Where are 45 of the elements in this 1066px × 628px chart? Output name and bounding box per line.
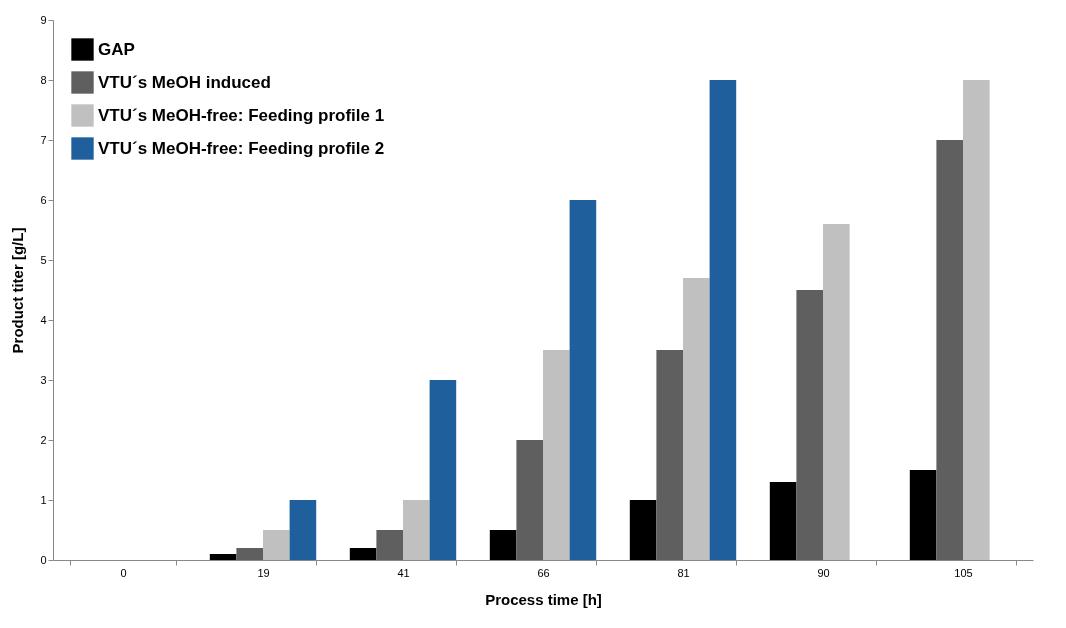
bar — [543, 350, 570, 560]
y-tick-label: 1 — [40, 493, 47, 506]
bar — [403, 500, 430, 560]
y-tick-label: 8 — [40, 73, 47, 86]
bar — [209, 554, 237, 560]
y-tick-label: 2 — [40, 433, 47, 446]
bar — [683, 278, 710, 560]
x-tick-label: 19 — [257, 566, 270, 579]
bar — [936, 140, 963, 560]
bar — [656, 350, 683, 560]
legend-label: VTU´s MeOH induced — [98, 72, 271, 92]
bar — [516, 440, 543, 560]
bar — [769, 482, 797, 560]
bar — [236, 548, 263, 560]
bar — [263, 530, 290, 560]
x-tick-label: 41 — [397, 566, 410, 579]
y-tick-label: 6 — [40, 193, 47, 206]
y-tick-label: 9 — [40, 13, 47, 26]
y-tick-label: 7 — [40, 133, 47, 146]
bar — [376, 530, 403, 560]
legend-label: VTU´s MeOH-free: Feeding profile 1 — [98, 105, 385, 125]
x-tick-label: 0 — [120, 566, 127, 579]
bar — [289, 500, 317, 560]
x-axis-title: Process time [h] — [485, 590, 602, 608]
y-tick-label: 3 — [40, 373, 47, 386]
y-axis-title: Product titer [g/L] — [9, 227, 27, 354]
bar — [909, 470, 937, 560]
x-tick-label: 81 — [677, 566, 690, 579]
y-tick-label: 5 — [40, 253, 47, 266]
bar — [349, 548, 377, 560]
y-tick-label: 4 — [40, 313, 47, 326]
legend-label: GAP — [98, 39, 135, 59]
bar — [629, 500, 657, 560]
x-tick-label: 105 — [954, 566, 973, 579]
bar — [569, 200, 597, 560]
bar — [796, 290, 823, 560]
x-tick-label: 66 — [537, 566, 550, 579]
x-tick-label: 90 — [817, 566, 830, 579]
bar — [963, 80, 990, 560]
bar — [823, 224, 850, 560]
bar — [709, 80, 737, 560]
bar — [429, 380, 457, 560]
legend-label: VTU´s MeOH-free: Feeding profile 2 — [98, 138, 385, 158]
bar — [489, 530, 517, 560]
y-tick-label: 0 — [40, 553, 47, 566]
